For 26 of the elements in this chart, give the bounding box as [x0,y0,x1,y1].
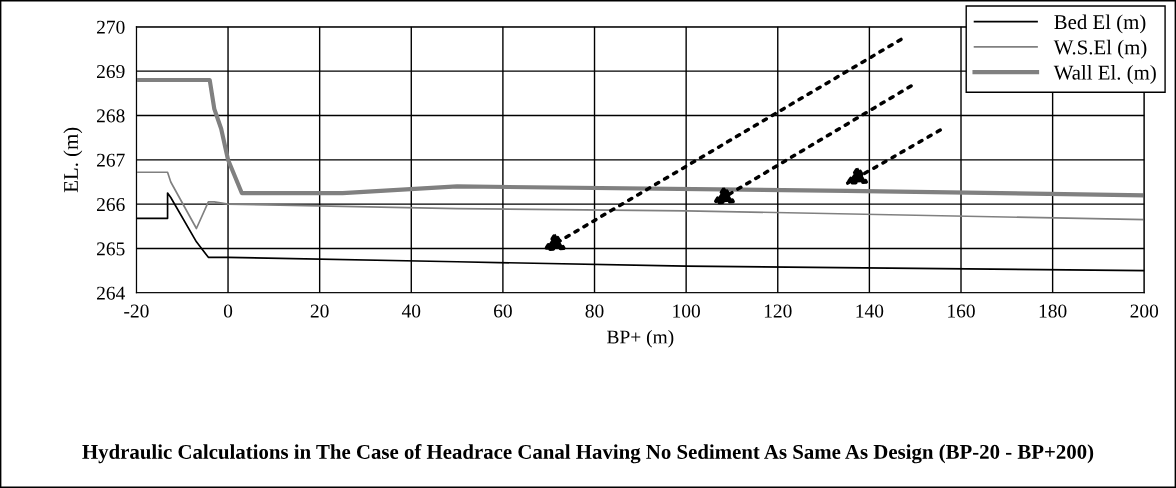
y-tick-label: 267 [96,153,125,167]
legend-label: Bed El (m) [1054,14,1146,34]
y-tick-label: 270 [96,20,125,34]
y-tick-label: 266 [96,198,125,212]
x-axis-title: BP+ (m) [607,329,674,348]
x-tick-label: -20 [124,304,149,318]
x-tick-label: 180 [1039,304,1067,318]
y-axis-title: EL. (m) [63,127,83,193]
x-tick-label: 60 [494,304,512,318]
x-tick-label: 140 [856,304,884,318]
x-tick-label: 200 [1130,304,1159,318]
text: Hydraulic Calculations in The Case of Headrace Canal Having No Sediment As Same As Design (BP-20 - BP+200) [82,444,1094,464]
y-tick-label: 265 [96,242,125,256]
x-tick-label: 80 [585,304,604,318]
x-tick-label: 40 [401,304,421,318]
y-tick-label: 264 [96,286,125,300]
legend-label: Wall El. (m) [1053,65,1156,84]
x-tick-label: 160 [948,304,975,318]
x-tick-label: 100 [673,304,700,318]
y-tick-label: 268 [96,109,125,123]
x-tick-label: 120 [764,304,792,318]
legend-label: W.S.El (m) [1053,39,1147,59]
y-tick-label: 269 [96,65,125,79]
x-tick-label: 0 [223,304,233,318]
line-series [136,171,1145,230]
x-tick-label: 20 [310,304,329,318]
